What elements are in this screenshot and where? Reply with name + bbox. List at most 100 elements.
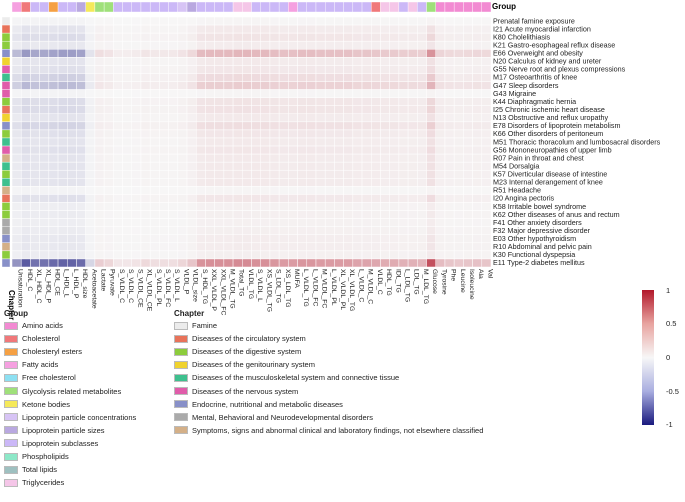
heatmap-cell xyxy=(103,194,114,203)
heatmap-cell xyxy=(159,32,169,42)
heatmap-cell xyxy=(177,210,188,219)
heatmap-cell xyxy=(103,81,114,90)
heatmap-cell xyxy=(223,73,234,82)
heatmap-cell xyxy=(444,250,455,260)
heatmap-cell xyxy=(48,226,59,235)
heatmap-cell xyxy=(11,16,22,26)
heatmap-cell xyxy=(352,121,363,131)
heatmap-cell xyxy=(85,250,96,260)
heatmap-cell xyxy=(39,210,50,219)
heatmap-cell xyxy=(122,178,132,187)
heatmap-cell xyxy=(67,161,77,171)
heatmap-cell xyxy=(481,81,492,90)
column-label: L_VLDL_PL xyxy=(330,269,337,306)
heatmap-cell xyxy=(472,49,483,58)
heatmap-cell xyxy=(223,258,234,268)
heatmap-cell xyxy=(444,89,455,98)
heatmap-cell xyxy=(278,24,289,34)
group-cell xyxy=(223,1,234,13)
heatmap-cell xyxy=(20,145,31,155)
heatmap-cell xyxy=(288,161,298,171)
heatmap-cell xyxy=(260,89,271,98)
heatmap-cell xyxy=(297,16,308,26)
heatmap-cell xyxy=(315,97,326,106)
heatmap-cell xyxy=(334,250,344,260)
heatmap-cell xyxy=(30,161,40,171)
heatmap-cell xyxy=(140,121,151,131)
column-label: Lactate xyxy=(100,269,107,292)
heatmap-cell xyxy=(278,186,289,195)
heatmap-cell xyxy=(195,40,206,50)
heatmap-cell xyxy=(417,234,427,244)
heatmap-cell xyxy=(269,218,280,227)
heatmap-cell xyxy=(30,32,40,42)
heatmap-cell xyxy=(57,194,68,203)
heatmap-cell xyxy=(278,234,289,244)
heatmap-cell xyxy=(453,40,464,50)
column-label: Val xyxy=(486,269,493,279)
heatmap-cell xyxy=(380,113,390,123)
column-label: S_VLDL_PL xyxy=(155,269,162,307)
heatmap-cell xyxy=(39,258,50,268)
heatmap-cell xyxy=(131,65,142,74)
heatmap-cell xyxy=(297,40,308,50)
heatmap-cell xyxy=(251,234,261,244)
heatmap-cell xyxy=(361,105,372,115)
heatmap-cell xyxy=(472,24,483,34)
heatmap-cell xyxy=(103,226,114,235)
heatmap-cell xyxy=(315,258,326,268)
heatmap-cell xyxy=(242,186,252,195)
heatmap-cell xyxy=(297,169,308,179)
heatmap-cell xyxy=(278,250,289,260)
heatmap-cell xyxy=(205,89,215,98)
heatmap-cell xyxy=(168,97,179,106)
heatmap-cell xyxy=(288,258,298,268)
column-label: XXL_VLDL_P xyxy=(210,269,217,311)
heatmap-cell xyxy=(113,234,123,244)
heatmap-cell xyxy=(472,258,483,268)
heatmap-cell xyxy=(435,242,446,252)
heatmap-cell xyxy=(39,169,50,179)
heatmap-cell xyxy=(389,89,400,98)
heatmap-cell xyxy=(232,153,243,163)
heatmap-cell xyxy=(223,202,234,211)
heatmap-cell xyxy=(140,169,151,179)
heatmap-cell xyxy=(205,49,215,58)
heatmap-cell xyxy=(260,129,271,139)
heatmap-cell xyxy=(232,218,243,227)
heatmap-cell xyxy=(481,153,492,163)
heatmap-cell xyxy=(195,161,206,171)
heatmap-cell xyxy=(260,113,271,123)
heatmap-cell xyxy=(168,202,179,211)
heatmap-cell xyxy=(463,73,473,82)
heatmap-cell xyxy=(85,186,96,195)
heatmap-cell xyxy=(343,226,354,235)
heatmap-cell xyxy=(168,65,179,74)
heatmap-cell xyxy=(67,40,77,50)
heatmap-cell xyxy=(315,49,326,58)
heatmap-cell xyxy=(113,73,123,82)
heatmap-cell xyxy=(76,105,86,115)
heatmap-cell xyxy=(463,81,473,90)
heatmap-cell xyxy=(11,32,22,42)
heatmap-cell xyxy=(306,73,317,82)
heatmap-cell xyxy=(361,89,372,98)
heatmap-cell xyxy=(11,186,22,195)
heatmap-cell xyxy=(149,250,160,260)
heatmap-cell xyxy=(205,178,215,187)
heatmap-cell xyxy=(315,73,326,82)
heatmap-cell xyxy=(472,186,483,195)
heatmap-cell xyxy=(113,24,123,34)
heatmap-cell xyxy=(288,145,298,155)
row-label: I21 Acute myocardial infarction xyxy=(493,24,591,33)
heatmap-cell xyxy=(223,161,234,171)
heatmap-cell xyxy=(214,24,225,34)
heatmap-cell xyxy=(407,113,418,123)
heatmap-cell xyxy=(159,186,169,195)
heatmap-cell xyxy=(168,258,179,268)
heatmap-cell xyxy=(426,121,436,131)
heatmap-cell xyxy=(94,73,105,82)
heatmap-cell xyxy=(195,121,206,131)
heatmap-cell xyxy=(94,145,105,155)
heatmap-cell xyxy=(177,161,188,171)
